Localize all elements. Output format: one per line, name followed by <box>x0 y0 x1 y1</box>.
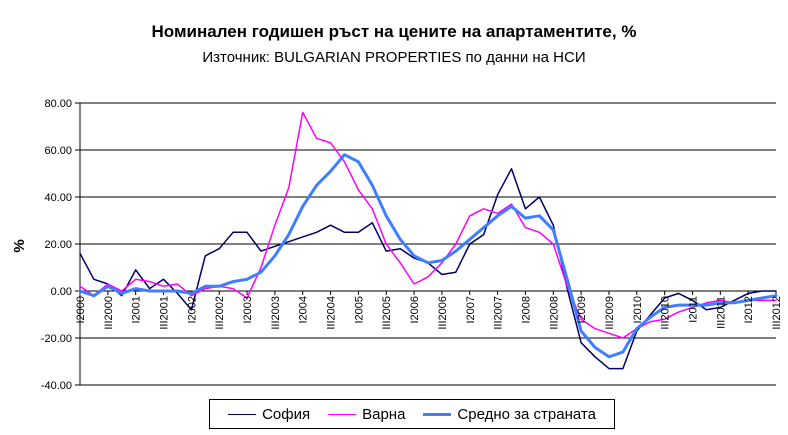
legend-item: Варна <box>328 406 405 423</box>
legend-swatch <box>328 413 357 415</box>
x-tick-label: III2002 <box>214 296 226 330</box>
series-lines <box>78 111 778 370</box>
x-tick-label: I2010 <box>632 296 644 324</box>
x-tick-label: I2011 <box>687 296 699 323</box>
x-tick-label: I2007 <box>465 296 477 324</box>
y-tick-labels: 80.00 60.00 40.00 20.00 0.00 -20.00 -40.00 <box>41 98 72 392</box>
x-tick-label: III2004 <box>326 296 338 330</box>
x-tick-label: I2003 <box>242 296 254 324</box>
x-tick-label: III2005 <box>381 296 393 330</box>
x-tick-label: III2001 <box>159 296 171 330</box>
x-tick-label: III2009 <box>604 296 616 330</box>
x-tick-label: I2004 <box>298 296 310 324</box>
x-tick-label: III2010 <box>660 296 672 330</box>
y-axis-label: % <box>11 239 28 252</box>
y-tick-label: -20.00 <box>41 333 72 345</box>
x-tick-label: III2006 <box>437 296 449 330</box>
legend-label: София <box>262 405 311 423</box>
y-tick-label: 40.00 <box>44 192 72 204</box>
series-line <box>79 168 777 370</box>
x-tick-label: III2000 <box>103 296 115 330</box>
x-tick-label: I2001 <box>131 296 143 324</box>
x-tick-label: III2003 <box>270 296 282 330</box>
y-tick-label: 0.00 <box>51 286 72 298</box>
x-tick-label: I2005 <box>353 296 365 324</box>
legend-item: София <box>228 406 310 423</box>
x-tick-label: I2012 <box>743 296 755 324</box>
y-tick-label: -40.00 <box>41 380 72 392</box>
legend: София Варна Средно за страната <box>209 399 615 429</box>
y-tick-label: 80.00 <box>44 98 72 110</box>
series-line <box>79 111 777 339</box>
x-tick-label: III2011 <box>715 296 727 329</box>
x-tick-label: I2009 <box>576 296 588 324</box>
x-tick-label: I2000 <box>75 296 87 324</box>
chart-subtitle: Източник: BULGARIAN PROPERTIES по данни … <box>202 49 586 66</box>
y-tick-label: 20.00 <box>44 239 72 251</box>
y-tick-label: 60.00 <box>44 145 72 157</box>
legend-swatch <box>228 413 257 415</box>
legend-swatch <box>423 412 452 416</box>
series-line <box>78 153 778 359</box>
x-tick-labels: I2000 III2000 I2001 III2001 I2002 III2002 I200… <box>75 296 783 330</box>
x-tick-label: I2006 <box>409 296 421 324</box>
x-tick-label: III2007 <box>493 296 505 330</box>
chart-title: Номинален годишен ръст на цените на апар… <box>151 22 637 41</box>
x-tick-label: III2012 <box>771 296 783 330</box>
x-tick-label: I2002 <box>186 296 198 324</box>
legend-label: Варна <box>362 405 406 423</box>
legend-item: Средно за страната <box>423 406 596 423</box>
x-tick-label: I2008 <box>520 296 532 324</box>
x-tick-label: III2008 <box>548 296 560 330</box>
legend-label: Средно за страната <box>457 405 596 423</box>
gridlines <box>80 102 776 339</box>
